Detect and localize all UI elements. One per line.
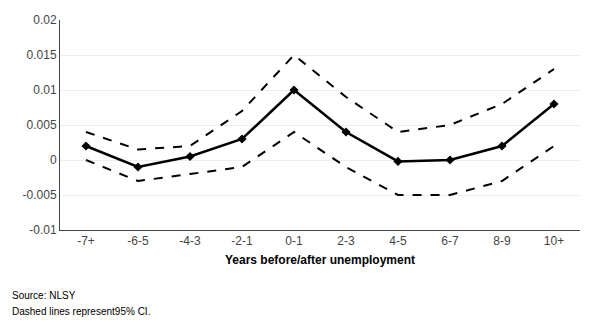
svg-text:Years before/after unemploymen: Years before/after unemployment bbox=[225, 253, 415, 267]
svg-text:0: 0 bbox=[50, 153, 57, 167]
svg-text:0-1: 0-1 bbox=[285, 234, 303, 248]
svg-text:4-5: 4-5 bbox=[389, 234, 407, 248]
svg-text:8-9: 8-9 bbox=[493, 234, 511, 248]
svg-text:-0.01: -0.01 bbox=[29, 223, 57, 237]
svg-text:6-7: 6-7 bbox=[441, 234, 459, 248]
svg-text:2-3: 2-3 bbox=[337, 234, 355, 248]
svg-text:0.01: 0.01 bbox=[33, 83, 57, 97]
svg-text:Source: NLSY: Source: NLSY bbox=[12, 290, 76, 301]
svg-text:0.005: 0.005 bbox=[27, 118, 57, 132]
svg-text:-4-3: -4-3 bbox=[179, 234, 201, 248]
svg-text:0.02: 0.02 bbox=[33, 13, 57, 27]
svg-text:-0.005: -0.005 bbox=[23, 188, 57, 202]
svg-text:-2-1: -2-1 bbox=[231, 234, 253, 248]
svg-text:-7+: -7+ bbox=[77, 234, 95, 248]
svg-text:Dashed lines represent95% CI.: Dashed lines represent95% CI. bbox=[12, 306, 150, 317]
svg-text:10+: 10+ bbox=[544, 234, 564, 248]
svg-text:0.015: 0.015 bbox=[27, 48, 57, 62]
svg-text:-6-5: -6-5 bbox=[127, 234, 149, 248]
